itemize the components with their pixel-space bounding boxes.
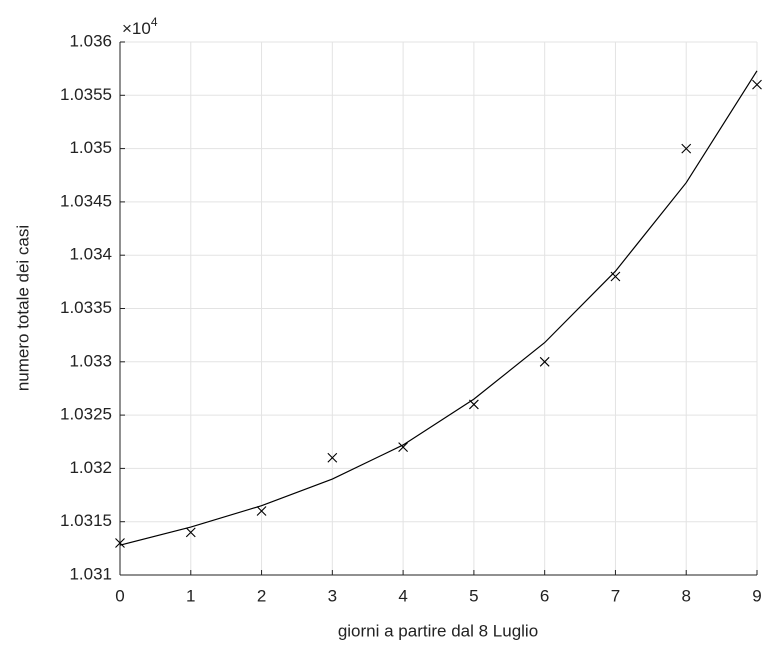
y-multiplier: ×104: [122, 15, 158, 38]
x-tick-label: 4: [398, 586, 407, 605]
y-tick-label: 1.0335: [60, 298, 112, 317]
y-tick-label: 1.0325: [60, 405, 112, 424]
x-tick-label: 7: [611, 586, 620, 605]
y-tick-label: 1.033: [69, 351, 112, 370]
x-tick-label: 9: [752, 586, 761, 605]
y-tick-label: 1.034: [69, 245, 112, 264]
data-point: [256, 506, 267, 516]
y-tick-label: 1.032: [69, 458, 112, 477]
y-tick-label: 1.0315: [60, 511, 112, 530]
x-tick-label: 0: [115, 586, 124, 605]
data-point: [185, 527, 196, 538]
y-tick-label: 1.0345: [60, 191, 112, 210]
y-axis-label: numero totale dei casi: [13, 225, 32, 391]
x-tick-label: 8: [681, 586, 690, 605]
y-multiplier-base: ×10: [122, 19, 151, 38]
data-point: [681, 143, 692, 154]
data-point: [115, 538, 125, 548]
y-tick-label: 1.035: [69, 138, 112, 157]
x-tick-label: 5: [469, 586, 478, 605]
x-tick-label: 1: [186, 586, 195, 605]
y-tick-label: 1.0355: [60, 85, 112, 104]
data-point: [539, 356, 550, 367]
data-point: [752, 79, 762, 90]
fit-curve: [119, 70, 758, 546]
y-tick-label: 1.036: [69, 31, 112, 50]
x-axis-label: giorni a partire dal 8 Luglio: [338, 621, 538, 640]
data-point: [398, 442, 408, 452]
x-tick-label: 2: [257, 586, 266, 605]
data-point: [327, 452, 338, 463]
y-tick-label: 1.031: [69, 564, 112, 583]
y-multiplier-exponent: 4: [151, 15, 158, 29]
x-tick-label: 6: [540, 586, 549, 605]
x-tick-label: 3: [328, 586, 337, 605]
